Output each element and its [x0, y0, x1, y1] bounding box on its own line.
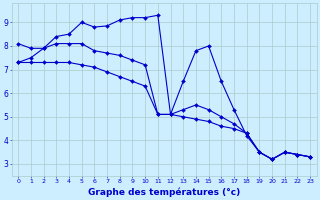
X-axis label: Graphe des températures (°c): Graphe des températures (°c)	[88, 187, 240, 197]
